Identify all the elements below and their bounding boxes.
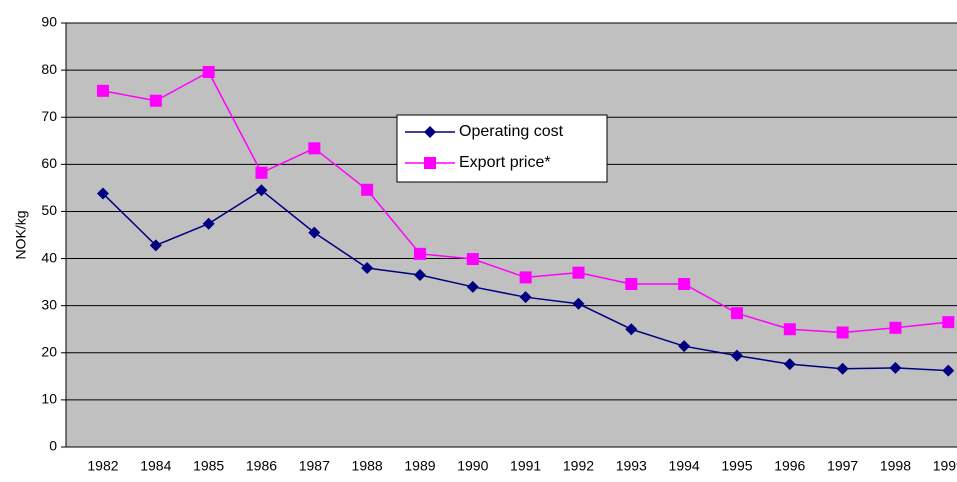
y-tick-label: 70 [41,108,57,124]
x-tick-label: 1988 [352,458,383,474]
marker [361,183,374,196]
marker [783,323,796,336]
x-tick-label: 1982 [87,458,118,474]
marker [413,269,426,282]
legend-label: Operating cost [459,123,564,140]
marker [889,361,902,374]
x-tick-label: 1996 [774,458,805,474]
x-tick-label: 1987 [299,458,330,474]
marker [625,323,638,336]
plot-area [66,23,957,447]
marker [424,157,436,169]
legend-box [396,114,608,183]
marker [572,297,585,310]
marker [730,307,743,320]
marker [255,166,268,179]
x-tick-label: 1984 [140,458,171,474]
x-tick-label: 1986 [246,458,277,474]
marker [836,362,849,375]
marker [413,247,426,260]
marker [96,84,109,97]
marker [466,253,479,266]
marker [678,340,691,353]
x-tick-label: 1991 [510,458,541,474]
marker [96,187,109,200]
x-tick-label: 1985 [193,458,224,474]
marker [519,291,532,304]
y-tick-label: 10 [41,391,57,407]
marker [519,271,532,284]
marker [836,326,849,339]
marker [308,142,321,155]
marker [149,239,162,252]
x-tick-label: 1994 [669,458,700,474]
x-tick-label: 1998 [880,458,911,474]
marker [424,126,436,138]
y-tick-label: 60 [41,155,57,171]
y-tick-label: 80 [41,61,57,77]
marker [572,266,585,279]
marker [889,321,902,334]
x-tick-label: 1990 [457,458,488,474]
x-tick-label: 1999 [933,458,957,474]
marker [202,65,215,78]
x-tick-label: 1997 [827,458,858,474]
y-tick-label: 30 [41,296,57,312]
x-tick-label: 1993 [616,458,647,474]
marker [942,316,955,329]
marker [678,277,691,290]
y-tick-label: 90 [41,14,57,30]
y-tick-label: 0 [49,438,57,454]
marker [466,280,479,293]
legend: Operating cost Export price* [396,114,608,183]
marker [202,217,215,230]
y-axis-label: NOK/kg [13,210,29,259]
marker [255,184,268,197]
legend-label: Export price* [459,154,551,171]
marker [361,261,374,274]
y-tick-label: 40 [41,249,57,265]
x-tick-label: 1992 [563,458,594,474]
marker [783,358,796,371]
marker [942,364,955,377]
marker [730,349,743,362]
marker [308,226,321,239]
x-tick-label: 1995 [721,458,752,474]
y-tick-label: 20 [41,343,57,359]
marker [625,277,638,290]
y-tick-label: 50 [41,202,57,218]
marker [149,94,162,107]
x-tick-label: 1989 [404,458,435,474]
